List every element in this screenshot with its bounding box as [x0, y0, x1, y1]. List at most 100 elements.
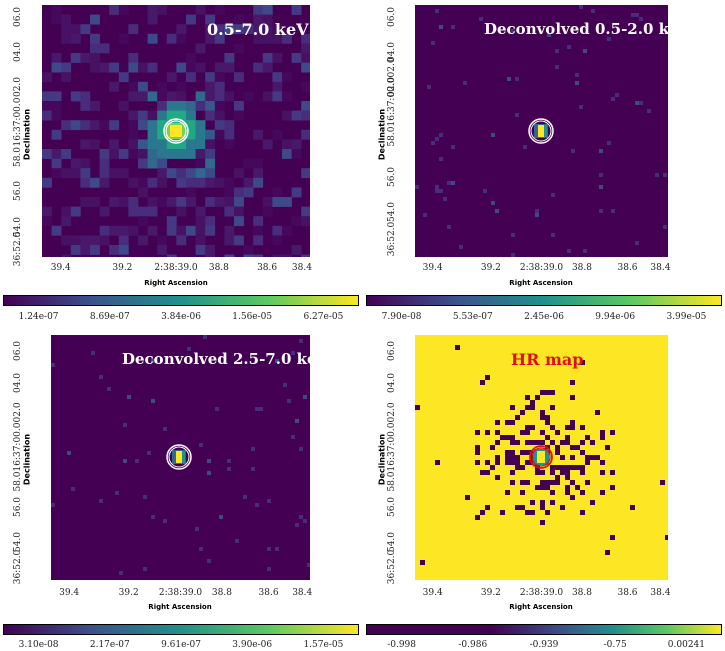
- count-pixel: [505, 490, 510, 495]
- count-pixel: [272, 72, 283, 83]
- count-pixel: [199, 547, 203, 551]
- count-pixel: [195, 158, 206, 169]
- count-pixel: [282, 33, 292, 44]
- count-pixel: [166, 149, 177, 159]
- count-pixel: [253, 62, 264, 73]
- image-map: Deconvolved 0.5-2.0 keV: [415, 5, 668, 257]
- count-pixel: [147, 158, 158, 169]
- count-pixel: [301, 62, 310, 73]
- count-pixel: [291, 435, 295, 439]
- count-pixel: [157, 158, 168, 169]
- count-pixel: [166, 168, 177, 179]
- count-pixel: [282, 197, 292, 207]
- count-pixel: [157, 81, 168, 92]
- count-pixel: [550, 465, 555, 470]
- count-pixel: [205, 24, 216, 35]
- count-pixel: [510, 470, 515, 475]
- count-pixel: [176, 149, 187, 159]
- count-pixel: [251, 447, 255, 451]
- x-tick-label: 38.6: [257, 263, 278, 273]
- count-pixel: [585, 460, 590, 465]
- count-pixel: [176, 451, 183, 463]
- count-pixel: [61, 120, 72, 131]
- count-pixel: [565, 485, 570, 490]
- count-pixel: [545, 435, 550, 440]
- count-pixel: [610, 430, 615, 435]
- count-pixel: [243, 177, 254, 188]
- x-tick-label: 38.6: [258, 588, 279, 598]
- count-pixel: [128, 177, 139, 188]
- count-pixel: [605, 550, 610, 555]
- count-pixel: [511, 233, 515, 237]
- count-pixel: [301, 53, 310, 63]
- count-pixel: [520, 465, 525, 470]
- count-pixel: [166, 33, 177, 44]
- count-pixel: [580, 450, 585, 455]
- count-pixel: [61, 216, 72, 227]
- count-pixel: [282, 110, 292, 121]
- count-pixel: [510, 480, 515, 485]
- x-axis-label: Right Ascension: [509, 279, 573, 287]
- count-pixel: [535, 440, 540, 445]
- count-pixel: [575, 485, 580, 490]
- count-pixel: [420, 560, 425, 565]
- count-pixel: [205, 129, 216, 140]
- x-tick-label: 2:38:39.0: [519, 263, 564, 273]
- colorbar-tick-label: 3.84e-06: [161, 312, 201, 322]
- count-pixel: [535, 485, 540, 490]
- count-pixel: [540, 430, 545, 435]
- count-pixel: [90, 139, 100, 150]
- count-pixel: [495, 460, 500, 465]
- count-pixel: [80, 101, 91, 111]
- count-pixel: [224, 187, 235, 198]
- count-pixel: [491, 133, 495, 137]
- count-pixel: [551, 193, 555, 197]
- count-pixel: [205, 225, 216, 236]
- count-pixel: [118, 245, 129, 255]
- count-pixel: [234, 216, 244, 227]
- count-pixel: [475, 515, 480, 520]
- count-pixel: [523, 145, 527, 149]
- count-pixel: [525, 425, 530, 430]
- count-pixel: [234, 24, 244, 35]
- count-pixel: [176, 177, 187, 188]
- count-pixel: [545, 415, 550, 420]
- count-pixel: [215, 407, 219, 411]
- count-pixel: [635, 101, 639, 105]
- count-pixel: [550, 440, 555, 445]
- count-pixel: [128, 110, 139, 121]
- count-pixel: [167, 451, 171, 455]
- count-pixel: [234, 110, 244, 121]
- count-pixel: [128, 81, 139, 92]
- count-pixel: [272, 53, 283, 63]
- y-tick-label: 36:52.0: [13, 231, 23, 267]
- count-pixel: [595, 455, 600, 460]
- count-pixel: [143, 567, 147, 571]
- count-pixel: [243, 254, 254, 257]
- x-tick-label: 2:38:39.0: [158, 588, 203, 598]
- count-pixel: [485, 470, 490, 475]
- count-pixel: [199, 443, 203, 447]
- count-pixel: [182, 451, 185, 463]
- count-pixel: [157, 120, 168, 131]
- count-pixel: [565, 440, 570, 445]
- count-pixel: [176, 62, 187, 73]
- count-pixel: [580, 440, 585, 445]
- count-pixel: [70, 235, 81, 246]
- count-pixel: [186, 129, 196, 140]
- count-pixel: [80, 177, 91, 188]
- count-pixel: [176, 225, 187, 236]
- count-pixel: [580, 470, 585, 475]
- count-pixel: [42, 110, 52, 121]
- count-pixel: [570, 425, 575, 430]
- count-pixel: [291, 245, 302, 255]
- count-pixel: [70, 120, 81, 131]
- count-pixel: [176, 91, 187, 102]
- count-pixel: [195, 91, 206, 102]
- count-pixel: [665, 535, 668, 540]
- count-pixel: [301, 129, 310, 140]
- count-pixel: [565, 465, 570, 470]
- count-pixel: [147, 451, 151, 455]
- count-pixel: [610, 535, 615, 540]
- colorbar-tick-label: -0.939: [529, 640, 559, 650]
